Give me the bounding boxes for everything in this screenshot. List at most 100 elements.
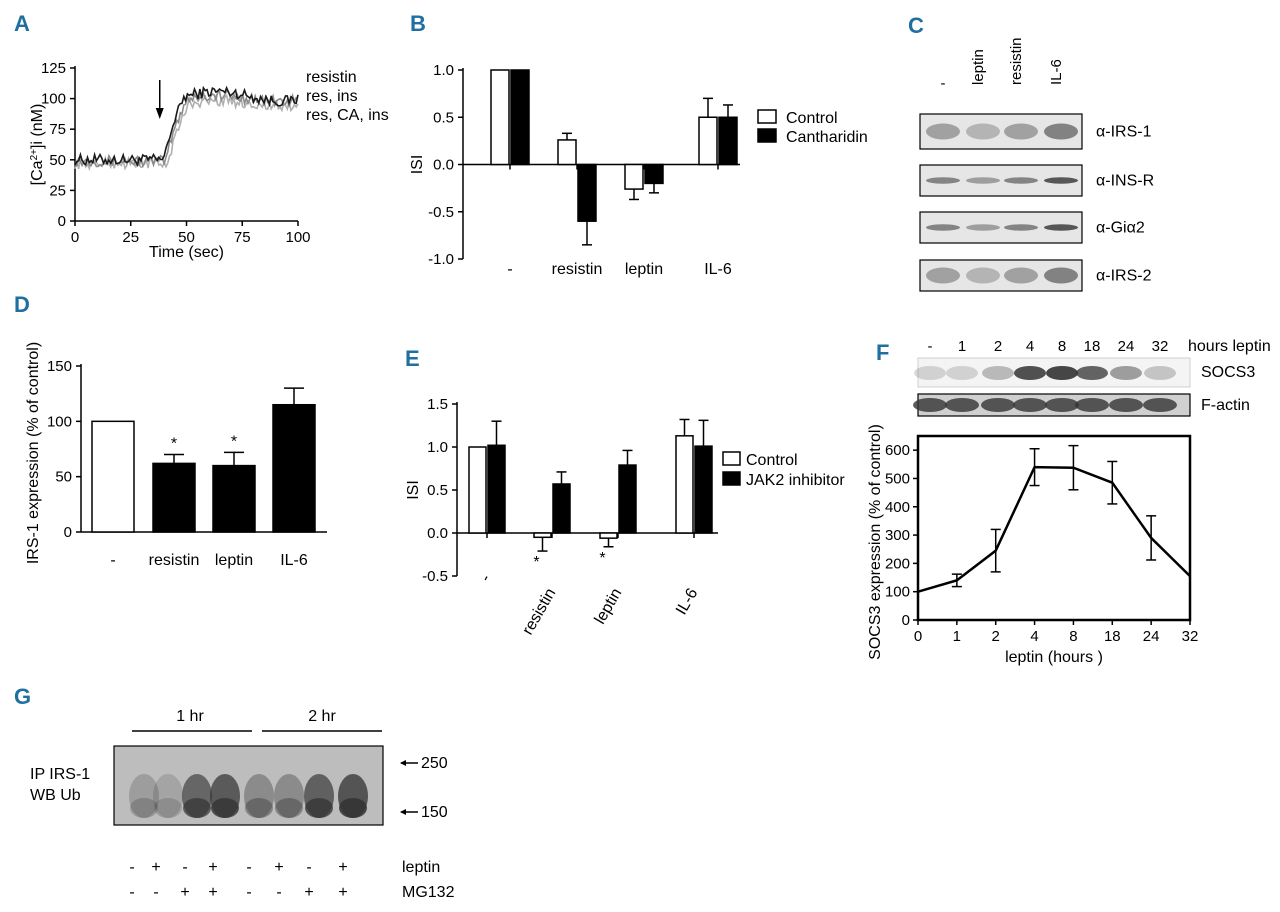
f-plot-frame (916, 434, 1192, 622)
g-marker-label: 150 (421, 804, 448, 821)
g-treatment-sign: + (151, 859, 160, 876)
f-blot-band-factin (981, 398, 1015, 412)
f-lane-label: 4 (1026, 338, 1034, 355)
f-y-tick-label: 300 (885, 527, 910, 544)
g-blot-smear (274, 774, 304, 818)
e-bar-0-1 (533, 532, 552, 539)
g-group-label: 1 hr (176, 708, 204, 725)
b-y-tick-label: -1.0 (428, 251, 454, 268)
f-x-tick-label: 24 (1143, 628, 1160, 645)
g-marker-arrowhead (400, 760, 406, 766)
g-treatment-sign: - (129, 884, 134, 901)
c-blot-band (966, 224, 1000, 231)
b-bar-control-0 (490, 69, 510, 166)
e-bar-0-0 (468, 446, 487, 534)
f-x-tick-label: 4 (1030, 628, 1038, 645)
e-significance-marker: * (533, 554, 539, 571)
c-blot-row-label: α-Giα2 (1096, 220, 1145, 237)
f-lane-label: 32 (1152, 338, 1169, 355)
d-bar-0 (91, 420, 135, 533)
d-significance-marker: * (171, 436, 177, 453)
f-y-tick-label: 600 (885, 442, 910, 459)
panel-letter-c: C (908, 13, 924, 38)
e-y-tick-label: 0.5 (427, 482, 448, 499)
c-blot-band (1044, 267, 1078, 284)
b-legend-swatch-cantharidin (757, 128, 777, 143)
c-blot-band (1044, 123, 1078, 140)
f-blot-band-socs3 (982, 366, 1014, 380)
c-blot-band (966, 267, 1000, 284)
d-significance-marker: * (231, 433, 237, 450)
f-x-tick-label: 2 (992, 628, 1000, 645)
b-bar-control-1 (557, 139, 577, 166)
f-blot-band-socs3 (1014, 366, 1046, 380)
f-y-tick-label: 200 (885, 555, 910, 572)
d-y-axis-label: IRS-1 expression (% of control) (25, 342, 42, 564)
c-blot-band (926, 123, 960, 140)
g-treatment-sign: - (306, 859, 311, 876)
e-y-tick-label: -0.5 (422, 568, 448, 585)
g-marker-label: 250 (421, 755, 448, 772)
g-marker-arrowhead (400, 809, 406, 815)
b-x-tick-label: resistin (552, 261, 603, 278)
b-bar-control-3 (698, 116, 718, 166)
f-x-tick-label: 8 (1069, 628, 1077, 645)
f-y-tick-label: 100 (885, 584, 910, 601)
c-blot-band (1044, 224, 1078, 231)
g-treatment-sign: - (246, 859, 251, 876)
g-blot-smear (153, 774, 183, 818)
a-x-tick-label: 75 (234, 229, 251, 246)
d-x-tick-label: leptin (215, 552, 253, 569)
g-blot-band (130, 798, 158, 818)
c-blot-band (926, 177, 960, 184)
b-bar-cantharidin-2 (644, 163, 664, 185)
b-bar-control-2 (624, 163, 644, 190)
g-treatment-sign: + (208, 884, 217, 901)
g-treatment-sign: - (153, 884, 158, 901)
g-treatment-sign: - (276, 884, 281, 901)
c-blot-band (926, 267, 960, 284)
f-blot-band-socs3 (914, 366, 946, 380)
a-y-tick-label: 125 (41, 60, 66, 77)
f-y-tick-label: 0 (902, 612, 910, 629)
panel-letter-a: A (14, 11, 30, 36)
f-blot-band-socs3 (1076, 366, 1108, 380)
b-y-tick-label: -0.5 (428, 204, 454, 221)
e-x-tick-label: resistin (519, 586, 559, 638)
f-blot-row-label: SOCS3 (1201, 364, 1255, 381)
g-treatment-sign: - (129, 859, 134, 876)
g-blot-smear (244, 774, 274, 818)
panel-letter-e: E (405, 346, 420, 371)
f-y-tick-label: 400 (885, 499, 910, 516)
f-blot-band-factin (1109, 398, 1143, 412)
g-blot-band (339, 798, 367, 818)
g-treatment-label: MG132 (402, 884, 455, 901)
d-bar-1 (152, 462, 196, 533)
a-trace-resistin (74, 85, 299, 168)
a-y-tick-label: 50 (49, 152, 66, 169)
g-blot-band (211, 798, 239, 818)
a-y-tick-label: 75 (49, 121, 66, 138)
f-y-axis-label: SOCS3 expression (% of control) (867, 424, 884, 660)
a-x-axis-label: Time (sec) (149, 244, 224, 261)
panel-letter-b: B (410, 11, 426, 36)
f-series-line (917, 465, 1191, 593)
d-bar-3 (272, 403, 316, 533)
panel-letter-d: D (14, 292, 30, 317)
f-blot-band-socs3 (1110, 366, 1142, 380)
f-blot-band-factin (1075, 398, 1109, 412)
e-x-tick-label: leptin (592, 586, 626, 628)
c-blot-row-label: α-IRS-1 (1096, 124, 1152, 141)
b-bar-cantharidin-1 (577, 163, 597, 222)
e-bar-1-2 (618, 464, 637, 534)
e-legend-label-jak2: JAK2 inhibitor (746, 472, 845, 489)
g-blot-strip (113, 745, 384, 826)
b-x-tick-label: leptin (625, 261, 663, 278)
g-blot-band (183, 798, 211, 818)
f-blot-row-label: F-actin (1201, 397, 1250, 414)
c-lane-label: IL-6 (1048, 59, 1065, 85)
d-x-tick-label: - (110, 552, 115, 569)
b-x-tick-label: IL-6 (704, 261, 732, 278)
a-y-axis-label: [Ca2+]i (nM) (29, 104, 47, 186)
c-blot-band (1004, 267, 1038, 284)
